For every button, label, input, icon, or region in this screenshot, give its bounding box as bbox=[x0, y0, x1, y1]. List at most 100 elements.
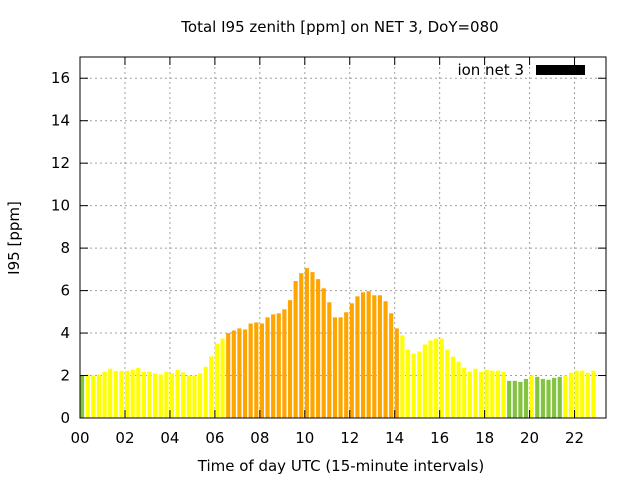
bar bbox=[473, 368, 478, 418]
bar bbox=[478, 371, 484, 418]
bar bbox=[462, 367, 467, 418]
bar bbox=[119, 370, 124, 418]
bar bbox=[591, 370, 596, 418]
bar bbox=[198, 373, 203, 418]
bar bbox=[327, 302, 332, 418]
bar bbox=[332, 317, 338, 418]
bar bbox=[271, 314, 276, 418]
bar bbox=[405, 349, 411, 418]
bar bbox=[321, 288, 326, 418]
bar bbox=[523, 378, 529, 418]
bar bbox=[563, 375, 568, 418]
bar bbox=[203, 366, 208, 418]
bar bbox=[417, 351, 422, 418]
x-tick-label: 14 bbox=[385, 429, 404, 447]
y-tick-label: 2 bbox=[60, 367, 70, 385]
bar bbox=[164, 371, 169, 418]
x-tick-label: 22 bbox=[565, 429, 584, 447]
bar bbox=[422, 344, 427, 418]
chart-title: Total I95 zenith [ppm] on NET 3, DoY=080 bbox=[180, 18, 498, 36]
bar bbox=[169, 373, 175, 418]
bar bbox=[304, 268, 309, 418]
bar bbox=[265, 317, 270, 418]
bar bbox=[113, 370, 118, 418]
bar bbox=[91, 375, 96, 418]
y-tick-label: 8 bbox=[60, 239, 70, 257]
x-tick-label: 18 bbox=[475, 429, 494, 447]
bar bbox=[220, 338, 225, 418]
bar bbox=[242, 329, 248, 418]
bar bbox=[445, 349, 450, 418]
bar bbox=[254, 322, 259, 418]
bars bbox=[80, 268, 596, 418]
bar bbox=[108, 368, 113, 418]
bar bbox=[299, 273, 304, 418]
bar bbox=[495, 370, 501, 418]
bar bbox=[580, 370, 585, 418]
bar bbox=[248, 323, 253, 418]
bar bbox=[360, 292, 366, 418]
bar bbox=[456, 361, 461, 418]
bar bbox=[552, 377, 557, 418]
bar bbox=[96, 374, 102, 418]
y-tick-label: 16 bbox=[51, 69, 70, 87]
y-axis-label: I95 [ppm] bbox=[5, 201, 23, 275]
bar bbox=[439, 338, 444, 418]
bar bbox=[147, 371, 152, 418]
bar bbox=[85, 374, 90, 418]
bar bbox=[293, 281, 298, 418]
bar bbox=[540, 378, 545, 418]
bar bbox=[209, 356, 214, 418]
bar bbox=[366, 291, 371, 418]
x-tick-label: 08 bbox=[250, 429, 269, 447]
bar bbox=[192, 375, 197, 418]
bar bbox=[512, 380, 517, 418]
bar bbox=[434, 338, 439, 418]
bar bbox=[80, 375, 85, 418]
bar bbox=[153, 373, 158, 418]
bar bbox=[355, 296, 360, 418]
x-tick-label: 16 bbox=[430, 429, 449, 447]
bar bbox=[175, 369, 180, 418]
bar bbox=[372, 295, 377, 418]
bar bbox=[529, 375, 534, 418]
bar bbox=[507, 380, 512, 418]
bar bbox=[383, 301, 388, 418]
bar bbox=[282, 309, 287, 418]
bar bbox=[568, 372, 574, 418]
y-tick-label: 14 bbox=[51, 112, 70, 130]
y-tick-label: 10 bbox=[51, 197, 70, 215]
bar bbox=[349, 303, 354, 418]
bar bbox=[136, 367, 141, 418]
y-tick-label: 6 bbox=[60, 282, 70, 300]
bar bbox=[411, 353, 416, 418]
bar bbox=[316, 279, 321, 418]
bar bbox=[394, 328, 399, 418]
bar bbox=[102, 371, 107, 418]
bar bbox=[400, 335, 405, 418]
bar bbox=[259, 323, 264, 418]
bar bbox=[377, 295, 383, 418]
legend-label: ion net 3 bbox=[457, 61, 524, 79]
legend-swatch bbox=[536, 65, 585, 75]
x-tick-label: 02 bbox=[115, 429, 134, 447]
bar bbox=[450, 356, 456, 418]
bar bbox=[467, 371, 472, 418]
bar bbox=[501, 371, 506, 418]
bar bbox=[310, 272, 315, 418]
bar bbox=[287, 300, 293, 418]
gridlines bbox=[80, 57, 606, 418]
x-tick-label: 06 bbox=[205, 429, 224, 447]
x-tick-label: 00 bbox=[70, 429, 89, 447]
y-tick-label: 0 bbox=[60, 409, 70, 427]
bar bbox=[237, 328, 242, 418]
bar bbox=[158, 374, 163, 418]
x-axis-label: Time of day UTC (15-minute intervals) bbox=[197, 457, 484, 475]
bar bbox=[214, 343, 220, 418]
bar bbox=[276, 313, 281, 418]
x-tick-label: 04 bbox=[160, 429, 179, 447]
bar bbox=[490, 370, 495, 418]
legend: ion net 3 bbox=[457, 61, 585, 79]
